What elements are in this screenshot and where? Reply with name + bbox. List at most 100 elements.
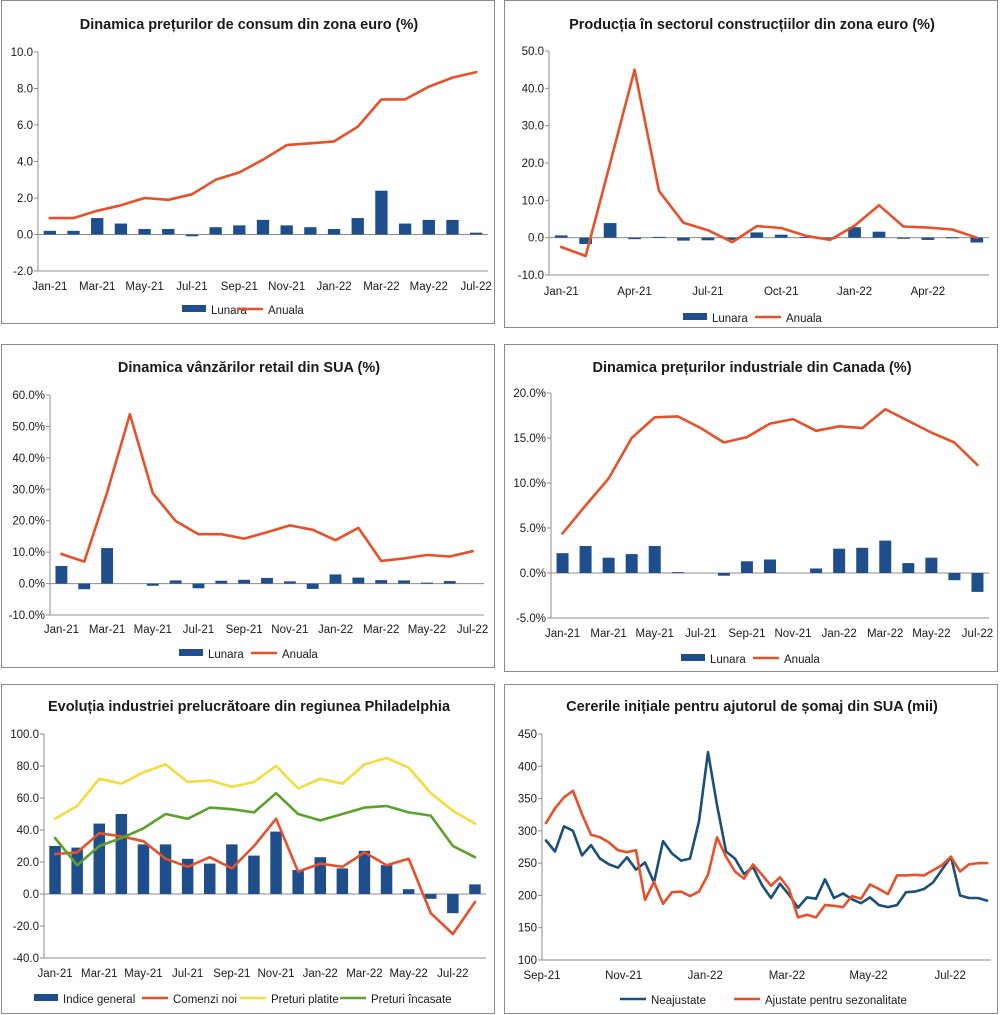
y-tick-label: 10.0% <box>513 478 546 490</box>
legend-swatch-bar <box>34 994 58 1001</box>
x-tick-label: May-22 <box>912 628 950 640</box>
x-tick-label: Mar-22 <box>363 281 399 293</box>
bar-indice-general <box>71 847 83 894</box>
bar-lunara <box>902 563 915 573</box>
chart-title: Producția în sectorul construcțiilor din… <box>569 17 935 33</box>
x-tick-label: Jan-22 <box>303 968 338 980</box>
y-tick-label: 20.0 <box>17 857 39 869</box>
bar-lunara <box>856 547 869 573</box>
y-tick-label: 2.0 <box>17 193 33 205</box>
x-tick-label: Jul-22 <box>457 624 488 636</box>
y-tick-label: 400 <box>518 761 537 773</box>
bar-lunara <box>209 227 222 235</box>
bar-indice-general <box>159 844 172 894</box>
y-tick-label: 30.0 <box>522 121 544 133</box>
y-tick-label: 30.0% <box>12 484 45 496</box>
bar-lunara <box>306 583 319 589</box>
bar-lunara <box>91 218 104 235</box>
legend-label: Anuala <box>786 313 822 325</box>
x-tick-label: Jan-22 <box>822 628 857 640</box>
y-tick-label: 40.0 <box>522 83 544 95</box>
legend-swatch-bar <box>182 305 206 312</box>
x-tick-label: May-22 <box>410 281 448 293</box>
bar-lunara <box>446 219 459 235</box>
y-tick-label: 20.0 <box>522 158 544 170</box>
y-tick-label: 300 <box>518 826 537 838</box>
x-tick-label: Mar-21 <box>89 624 125 636</box>
x-tick-label: Jan-22 <box>316 281 351 293</box>
bar-lunara <box>351 218 364 235</box>
x-tick-label: Jul-21 <box>692 286 723 298</box>
y-tick-label: 0.0% <box>520 568 546 580</box>
chart-panel-philadelphia-manufacturing: Evoluția industriei prelucrătoare din re… <box>1 684 495 1014</box>
chart-panel-construction-eurozone: Producția în sectorul construcțiilor din… <box>504 0 998 328</box>
x-tick-label: Jan-21 <box>32 281 67 293</box>
y-tick-label: -10.0 <box>518 270 544 282</box>
legend-label: Preturi încasate <box>371 994 452 1006</box>
bar-lunara <box>764 559 776 573</box>
chart-panel-industrial-prices-canada: Dinamica prețurilor industriale din Cana… <box>504 344 998 672</box>
line-preturi-platite <box>53 756 477 825</box>
bar-indice-general <box>314 857 326 894</box>
bar-lunara <box>625 554 638 573</box>
legend-label: Preturi platite <box>271 994 339 1006</box>
legend-label: Anuala <box>784 654 820 666</box>
bar-lunara <box>603 223 617 238</box>
bar-lunara <box>677 237 690 241</box>
x-tick-label: Nov-21 <box>605 970 642 982</box>
bar-lunara <box>55 565 68 584</box>
bar-lunara <box>971 573 984 592</box>
bar-indice-general <box>469 884 481 894</box>
x-tick-label: May-21 <box>134 624 172 636</box>
x-tick-label: Oct-21 <box>764 286 799 298</box>
x-tick-label: Nov-21 <box>258 968 295 980</box>
bar-indice-general <box>181 858 194 894</box>
x-tick-label: Mar-21 <box>81 968 117 980</box>
legend-label: Lunara <box>710 654 746 666</box>
bar-lunara <box>579 546 592 573</box>
x-tick-label: Jul-22 <box>935 970 966 982</box>
x-tick-label: Nov-21 <box>268 281 305 293</box>
line-preturi-încasate <box>53 791 477 867</box>
x-tick-label: Jul-21 <box>183 624 214 636</box>
x-tick-label: Mar-22 <box>769 970 805 982</box>
y-tick-label: -20.0 <box>13 921 39 933</box>
y-tick-label: 0.0 <box>23 889 39 901</box>
y-tick-label: -5.0% <box>516 613 546 625</box>
bar-lunara <box>101 548 114 584</box>
y-tick-label: 200 <box>518 890 537 902</box>
y-tick-label: 350 <box>518 794 537 806</box>
line-anuala <box>559 68 979 258</box>
x-tick-label: Jan-22 <box>318 624 353 636</box>
legend-label: Neajustate <box>651 995 706 1007</box>
bar-lunara <box>579 237 593 245</box>
x-tick-label: Jul-21 <box>172 968 203 980</box>
y-tick-label: 15.0% <box>513 433 546 445</box>
bar-lunara <box>750 232 764 238</box>
bar-lunara <box>329 574 342 584</box>
bar-lunara <box>185 234 199 237</box>
legend-label: Lunara <box>211 305 247 317</box>
bar-lunara <box>879 540 892 573</box>
bar-indice-general <box>336 868 349 894</box>
y-tick-label: 8.0 <box>17 84 33 96</box>
bar-indice-general <box>115 814 128 894</box>
bar-indice-general <box>402 889 415 894</box>
bar-lunara <box>701 237 715 241</box>
bar-lunara <box>280 225 293 235</box>
bar-lunara <box>823 237 837 239</box>
bar-lunara <box>162 229 175 235</box>
bar-lunara <box>375 190 388 235</box>
chart-svg: Evoluția industriei prelucrătoare din re… <box>10 699 486 1006</box>
y-tick-label: 4.0 <box>17 157 33 169</box>
chart-panel-jobless-claims-usa: Cererile inițiale pentru ajutorul de șom… <box>504 684 998 1014</box>
chart-svg: Dinamica prețurilor industriale din Cana… <box>513 360 993 666</box>
y-tick-label: 10.0 <box>11 47 33 59</box>
bar-lunara <box>327 229 341 235</box>
bar-lunara <box>67 230 80 235</box>
bar-lunara <box>799 236 813 238</box>
y-tick-label: 250 <box>518 858 537 870</box>
x-tick-label: Jul-22 <box>460 281 491 293</box>
bar-lunara <box>671 572 684 574</box>
bar-lunara <box>233 225 246 235</box>
